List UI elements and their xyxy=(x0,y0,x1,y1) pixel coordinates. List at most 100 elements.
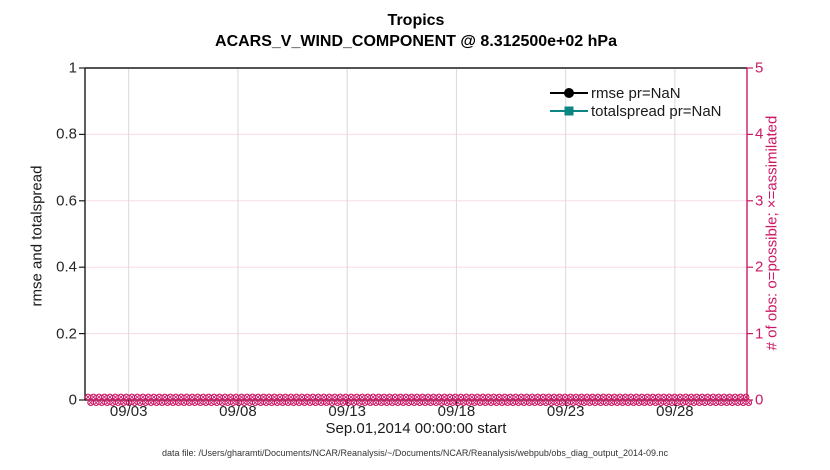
obs-count-x-marker xyxy=(135,394,140,400)
obs-count-x-marker xyxy=(263,400,269,405)
y-left-tick-label: 0.4 xyxy=(56,258,77,276)
obs-count-x-marker xyxy=(653,400,658,405)
obs-count-x-marker xyxy=(634,394,639,400)
obs-count-x-marker xyxy=(631,400,636,405)
obs-count-x-marker xyxy=(200,394,206,400)
obs-count-x-marker xyxy=(365,394,370,400)
obs-count-x-marker xyxy=(727,394,732,400)
obs-count-x-marker xyxy=(683,394,688,400)
obs-count-x-marker xyxy=(590,394,595,400)
obs-count-x-marker xyxy=(702,400,708,405)
title-region: Tropics xyxy=(387,12,445,29)
obs-count-x-marker xyxy=(497,394,502,400)
x-tick-label: 09/23 xyxy=(546,403,585,420)
obs-count-x-marker xyxy=(716,394,721,400)
y-right-tick-label: 2 xyxy=(755,258,764,276)
obs-count-x-marker xyxy=(376,394,381,400)
obs-count-x-marker xyxy=(88,400,93,405)
obs-count-x-marker xyxy=(403,394,409,400)
obs-count-x-marker xyxy=(159,400,165,405)
obs-count-x-marker xyxy=(203,400,209,405)
obs-count-x-marker xyxy=(560,400,565,405)
obs-count-x-marker xyxy=(491,394,496,400)
obs-count-x-marker xyxy=(126,400,132,405)
obs-count-x-marker xyxy=(617,394,623,400)
obs-count-x-marker xyxy=(609,400,614,405)
y-right-tick-label: 4 xyxy=(755,125,764,143)
obs-count-x-marker xyxy=(442,394,447,400)
obs-count-x-marker xyxy=(102,394,107,400)
obs-count-x-marker xyxy=(581,400,587,405)
obs-count-x-marker xyxy=(99,400,104,405)
obs-count-x-marker xyxy=(294,394,299,400)
obs-count-x-marker xyxy=(168,394,173,400)
obs-count-x-marker xyxy=(198,400,203,405)
obs-count-x-marker xyxy=(258,400,263,405)
obs-count-x-marker xyxy=(417,400,422,405)
obs-count-x-marker xyxy=(735,400,740,405)
obs-count-x-marker xyxy=(305,394,310,400)
obs-count-x-marker xyxy=(694,394,699,400)
legend: rmse pr=NaN totalspread pr=NaN xyxy=(550,84,722,120)
obs-count-x-marker xyxy=(469,394,475,400)
obs-count-x-marker xyxy=(713,400,719,405)
x-tick-label: 09/13 xyxy=(328,403,366,420)
obs-count-x-marker xyxy=(392,394,398,400)
obs-count-x-marker xyxy=(192,400,198,405)
obs-count-x-marker xyxy=(721,394,727,400)
obs-count-x-marker xyxy=(554,400,560,405)
obs-count-x-marker xyxy=(252,400,258,405)
obs-count-x-marker xyxy=(266,394,272,400)
obs-count-x-marker xyxy=(708,400,713,405)
data-file-caption: data file: /Users/gharamti/Documents/NCA… xyxy=(161,448,668,458)
obs-count-x-marker xyxy=(346,400,351,405)
obs-count-x-marker xyxy=(669,400,675,405)
obs-count-x-marker xyxy=(743,394,749,400)
obs-count-x-marker xyxy=(425,394,431,400)
obs-count-x-marker xyxy=(510,400,516,405)
obs-count-x-marker xyxy=(455,400,461,405)
obs-count-x-marker xyxy=(472,400,477,405)
obs-count-x-marker xyxy=(143,400,148,405)
obs-count-x-marker xyxy=(535,394,540,400)
obs-count-x-marker xyxy=(178,394,184,400)
obs-count-x-marker xyxy=(513,394,518,400)
obs-count-x-marker xyxy=(475,394,480,400)
obs-count-x-marker xyxy=(524,394,529,400)
x-tick-label: 09/08 xyxy=(219,403,257,420)
obs-count-x-marker xyxy=(411,400,417,405)
obs-count-x-marker xyxy=(370,394,376,400)
y-left-tick-label: 0.2 xyxy=(56,325,77,343)
plot-title: Tropics ACARS_V_WIND_COMPONENT @ 8.31250… xyxy=(85,10,747,53)
obs-count-x-marker xyxy=(746,400,751,405)
obs-count-x-marker xyxy=(505,400,510,405)
obs-count-x-marker xyxy=(113,394,118,400)
legend-sample-totalspread xyxy=(550,105,588,117)
obs-count-x-marker xyxy=(244,394,250,400)
obs-count-x-marker xyxy=(162,394,167,400)
obs-count-x-marker xyxy=(107,394,113,400)
obs-count-x-marker xyxy=(499,400,505,405)
legend-item-rmse: rmse pr=NaN xyxy=(550,84,722,102)
obs-count-x-marker xyxy=(274,400,280,405)
obs-count-x-marker xyxy=(398,394,403,400)
obs-count-x-marker xyxy=(461,400,466,405)
obs-count-x-marker xyxy=(645,394,650,400)
obs-count-x-marker xyxy=(677,394,683,400)
obs-count-x-marker xyxy=(318,400,324,405)
legend-label-totalspread: totalspread pr=NaN xyxy=(591,102,722,120)
obs-count-x-marker xyxy=(285,400,291,405)
obs-count-x-marker xyxy=(283,394,288,400)
obs-count-x-marker xyxy=(132,400,137,405)
obs-count-x-marker xyxy=(428,400,433,405)
obs-count-x-marker xyxy=(209,400,214,405)
obs-count-x-marker xyxy=(154,400,159,405)
x-tick-label: 09/28 xyxy=(656,403,694,420)
obs-count-x-marker xyxy=(623,394,628,400)
obs-count-x-marker xyxy=(450,400,455,405)
obs-count-x-marker xyxy=(189,394,195,400)
obs-count-x-marker xyxy=(656,394,661,400)
obs-count-x-marker xyxy=(546,394,551,400)
obs-count-x-marker xyxy=(458,394,464,400)
